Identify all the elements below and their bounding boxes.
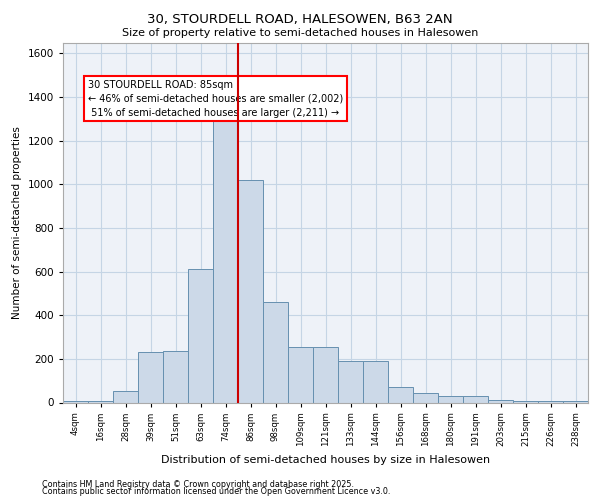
Bar — [163, 351, 188, 403]
Bar — [313, 347, 338, 403]
Bar — [438, 396, 463, 402]
Bar — [238, 180, 263, 402]
Bar — [413, 392, 438, 402]
Bar — [288, 347, 313, 403]
X-axis label: Distribution of semi-detached houses by size in Halesowen: Distribution of semi-detached houses by … — [161, 454, 490, 464]
Bar — [188, 270, 213, 402]
Text: 30, STOURDELL ROAD, HALESOWEN, B63 2AN: 30, STOURDELL ROAD, HALESOWEN, B63 2AN — [147, 12, 453, 26]
Bar — [388, 387, 413, 402]
Bar — [263, 302, 288, 402]
Bar — [213, 114, 238, 403]
Text: Contains public sector information licensed under the Open Government Licence v3: Contains public sector information licen… — [42, 488, 391, 496]
Bar — [113, 390, 138, 402]
Bar — [338, 361, 363, 403]
Bar — [488, 400, 513, 402]
Bar — [138, 352, 163, 403]
Y-axis label: Number of semi-detached properties: Number of semi-detached properties — [12, 126, 22, 319]
Bar — [363, 361, 388, 403]
Text: Size of property relative to semi-detached houses in Halesowen: Size of property relative to semi-detach… — [122, 28, 478, 38]
Text: 30 STOURDELL ROAD: 85sqm
← 46% of semi-detached houses are smaller (2,002)
 51% : 30 STOURDELL ROAD: 85sqm ← 46% of semi-d… — [88, 80, 343, 118]
Bar — [463, 396, 488, 402]
Text: Contains HM Land Registry data © Crown copyright and database right 2025.: Contains HM Land Registry data © Crown c… — [42, 480, 354, 489]
